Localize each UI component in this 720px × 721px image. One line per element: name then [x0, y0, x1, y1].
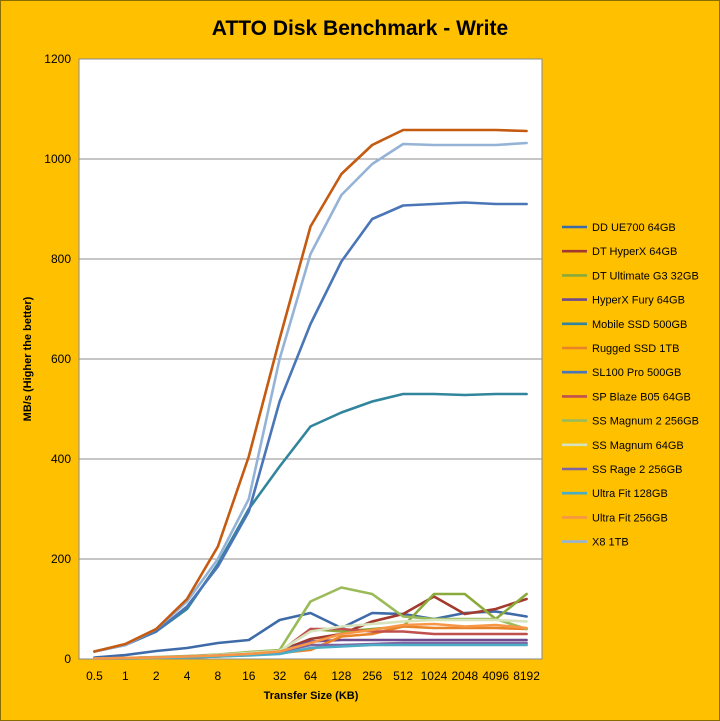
x-axis-title: Transfer Size (KB): [264, 690, 359, 702]
y-axis-title: MB/s (Higher the better): [22, 296, 34, 421]
legend-label: Mobile SSD 500GB: [592, 319, 687, 331]
legend-label: DT HyperX 64GB: [592, 246, 677, 258]
legend-label: DD UE700 64GB: [592, 222, 676, 234]
x-tick-label: 1: [122, 669, 129, 683]
legend-label: Ultra Fit 256GB: [592, 512, 668, 524]
legend-label: SS Magnum 64GB: [592, 440, 684, 452]
legend-label: SS Rage 2 256GB: [592, 464, 683, 476]
series-line-14: [93, 128, 528, 653]
legend-label: SL100 Pro 500GB: [592, 367, 681, 379]
y-tick-label: 0: [64, 652, 71, 666]
legend-label: X8 1TB: [592, 537, 629, 549]
x-tick-label: 512: [393, 669, 413, 683]
chart-title: ATTO Disk Benchmark - Write: [212, 17, 508, 40]
series-line-0: [93, 610, 528, 659]
gridlines: [79, 158, 542, 560]
x-axis-ticks: 0.5 1 2 4 8 16 32 64 128 256 512 1024 2048 4096 8192: [86, 669, 540, 683]
x-tick-label: 16: [242, 669, 256, 683]
x-tick-label: 256: [362, 669, 382, 683]
y-tick-label: 800: [51, 252, 71, 266]
legend-label: HyperX Fury 64GB: [592, 295, 685, 307]
legend-label: SS Magnum 2 256GB: [592, 416, 699, 428]
x-tick-label: 128: [331, 669, 351, 683]
legend-label: DT Ultimate G3 32GB: [592, 270, 699, 282]
series-lines: [93, 128, 528, 660]
series-line-12: [93, 622, 528, 660]
y-tick-label: 200: [51, 552, 71, 566]
y-tick-label: 600: [51, 352, 71, 366]
x-tick-label: 4096: [482, 669, 509, 683]
x-tick-label: 64: [304, 669, 318, 683]
x-tick-label: 32: [273, 669, 287, 683]
y-tick-label: 1200: [44, 52, 71, 66]
x-tick-label: 2048: [451, 669, 478, 683]
x-tick-label: 8: [215, 669, 222, 683]
x-tick-label: 1024: [421, 669, 448, 683]
y-tick-label: 400: [51, 452, 71, 466]
x-tick-label: 4: [184, 669, 191, 683]
legend: DD UE700 64GB DT HyperX 64GB DT Ultimate G…: [562, 222, 699, 549]
legend-label: Rugged SSD 1TB: [592, 343, 679, 355]
y-axis-ticks: 0 200 400 600 800 1000 1200: [44, 52, 71, 666]
x-tick-label: 0.5: [86, 669, 103, 683]
x-tick-label: 2: [153, 669, 160, 683]
x-tick-label: 8192: [513, 669, 540, 683]
legend-label: SP Blaze B05 64GB: [592, 391, 691, 403]
legend-label: Ultra Fit 128GB: [592, 488, 668, 500]
series-line-6: [93, 201, 528, 653]
y-tick-label: 1000: [44, 152, 71, 166]
